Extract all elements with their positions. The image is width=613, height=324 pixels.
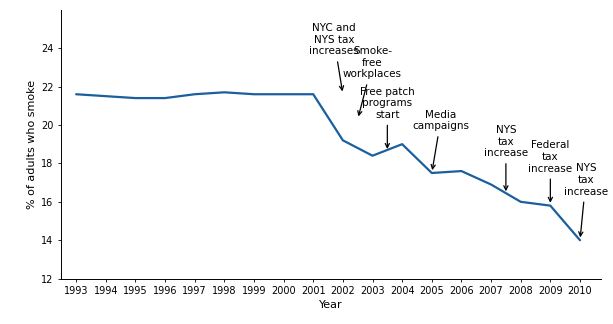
Text: Free patch
programs
start: Free patch programs start — [360, 87, 415, 148]
Text: Smoke-
free
workplaces: Smoke- free workplaces — [343, 46, 402, 115]
Y-axis label: % of adults who smoke: % of adults who smoke — [27, 80, 37, 209]
X-axis label: Year: Year — [319, 300, 343, 310]
Text: Federal
tax
increase: Federal tax increase — [528, 140, 573, 202]
Text: Media
campaigns: Media campaigns — [412, 110, 469, 169]
Text: NYS
tax
increase: NYS tax increase — [564, 163, 608, 236]
Text: NYC and
NYS tax
increases: NYC and NYS tax increases — [309, 23, 359, 90]
Text: NYS
tax
increase: NYS tax increase — [484, 125, 528, 190]
